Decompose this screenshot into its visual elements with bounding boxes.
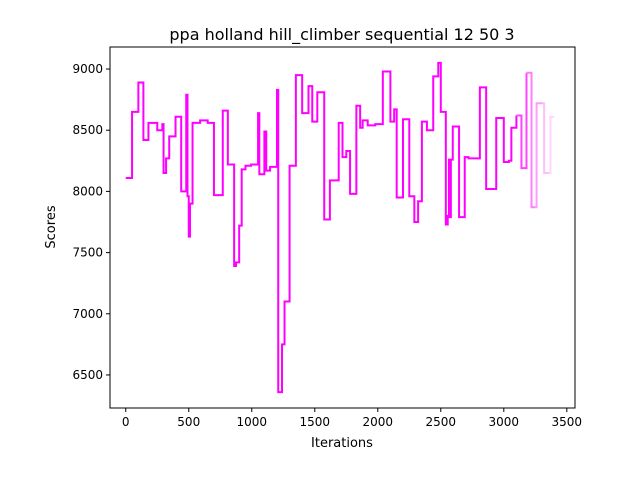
series-line-6 bbox=[549, 115, 555, 175]
y-axis-label: Scores bbox=[44, 205, 59, 248]
x-axis-label: Iterations bbox=[311, 436, 373, 451]
y-tick-label: 9000 bbox=[72, 62, 103, 76]
series-line-2 bbox=[516, 72, 528, 170]
x-tick-label: 500 bbox=[177, 415, 200, 429]
x-tick-label: 0 bbox=[122, 415, 130, 429]
x-axis: 0 500 1000 1500 2000 2500 3000 3500 bbox=[122, 408, 582, 429]
y-tick-label: 7000 bbox=[72, 307, 103, 321]
series-layer bbox=[125, 61, 555, 394]
x-tick-label: 2500 bbox=[426, 415, 457, 429]
y-tick-label: 7500 bbox=[72, 246, 103, 260]
x-tick-label: 2000 bbox=[363, 415, 394, 429]
y-tick-label: 8500 bbox=[72, 123, 103, 137]
series-line-4 bbox=[535, 102, 543, 209]
y-tick-label: 8000 bbox=[72, 184, 103, 198]
y-tick-label: 6500 bbox=[72, 368, 103, 382]
chart-title: ppa holland hill_climber sequential 12 5… bbox=[169, 25, 514, 45]
series-line-3 bbox=[526, 71, 536, 209]
y-axis: 6500 7000 7500 8000 8500 9000 bbox=[72, 62, 110, 382]
x-tick-label: 3500 bbox=[552, 415, 583, 429]
series-line-1 bbox=[125, 61, 518, 394]
plot-frame bbox=[109, 46, 576, 409]
x-tick-label: 1000 bbox=[236, 415, 267, 429]
series-line-5 bbox=[542, 102, 550, 175]
x-tick-label: 1500 bbox=[300, 415, 331, 429]
x-tick-label: 3000 bbox=[489, 415, 520, 429]
